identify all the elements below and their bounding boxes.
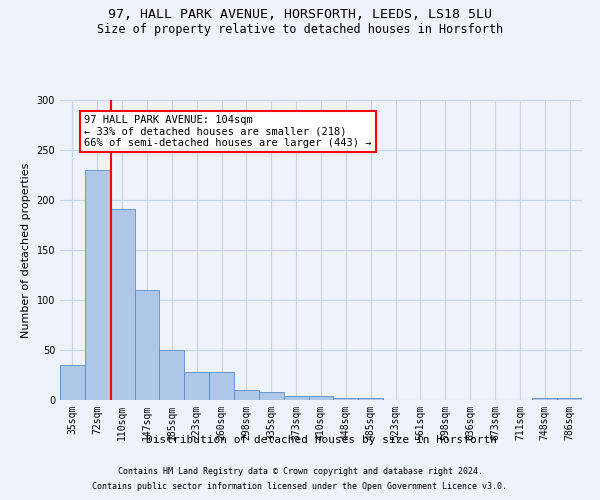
Bar (110, 209, 134, 400)
Bar (160, 350, 184, 400)
Y-axis label: Number of detached properties: Number of detached properties (21, 162, 31, 338)
Text: 97, HALL PARK AVENUE, HORSFORTH, LEEDS, LS18 5LU: 97, HALL PARK AVENUE, HORSFORTH, LEEDS, … (108, 8, 492, 20)
Bar (259, 392, 284, 400)
Text: Contains public sector information licensed under the Open Government Licence v3: Contains public sector information licen… (92, 482, 508, 491)
Bar (60, 365, 85, 400)
Bar (209, 372, 234, 400)
Text: Size of property relative to detached houses in Horsforth: Size of property relative to detached ho… (97, 22, 503, 36)
Bar (234, 390, 259, 400)
Bar (134, 290, 160, 400)
Bar (334, 398, 358, 400)
Bar (532, 398, 557, 400)
Text: 97 HALL PARK AVENUE: 104sqm
← 33% of detached houses are smaller (218)
66% of se: 97 HALL PARK AVENUE: 104sqm ← 33% of det… (85, 115, 372, 148)
Bar (284, 396, 308, 400)
Text: Distribution of detached houses by size in Horsforth: Distribution of detached houses by size … (146, 435, 497, 445)
Bar (557, 398, 582, 400)
Bar (184, 372, 209, 400)
Bar (308, 396, 334, 400)
Bar (358, 398, 383, 400)
Bar (85, 170, 110, 400)
Text: Contains HM Land Registry data © Crown copyright and database right 2024.: Contains HM Land Registry data © Crown c… (118, 467, 482, 476)
